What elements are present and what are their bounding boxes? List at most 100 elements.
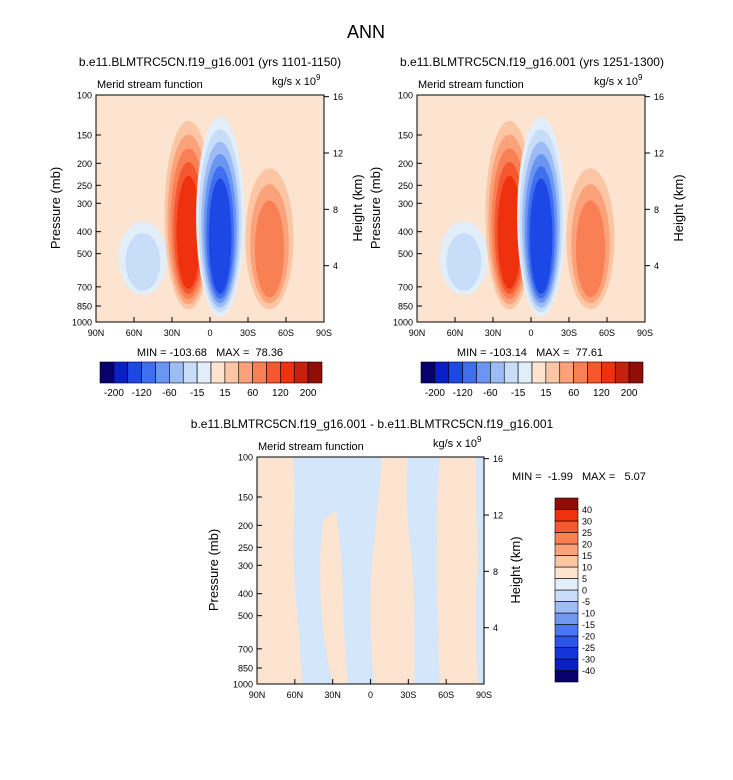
colorbar-swatch xyxy=(196,361,212,384)
panel-2-contour-field xyxy=(439,117,615,317)
colorbar-label: 40 xyxy=(582,505,592,515)
colorbar-label: -60 xyxy=(162,388,177,399)
diff-positive-island-right xyxy=(456,640,471,684)
height-tick-label: 8 xyxy=(654,205,659,215)
x-tick-label: 0 xyxy=(368,690,373,700)
x-tick-label: 0 xyxy=(528,328,533,338)
x-tick-label: 60N xyxy=(287,690,304,700)
y-tick-label: 100 xyxy=(238,453,253,463)
colorbar-swatch xyxy=(554,555,579,568)
colorbar-label: 10 xyxy=(582,563,592,573)
height-tick-label: 8 xyxy=(493,567,498,577)
height-tick-label: 4 xyxy=(333,261,338,271)
colorbar-swatch xyxy=(554,566,579,579)
colorbar-swatch xyxy=(141,361,156,384)
panel-3-contour-field xyxy=(293,457,484,684)
colorbar-swatch xyxy=(99,361,115,384)
colorbar-swatch xyxy=(554,601,579,614)
panel-1-ylabel: Pressure (mb) xyxy=(48,167,63,249)
x-tick-label: 30N xyxy=(164,328,181,338)
y-tick-label: 250 xyxy=(398,181,413,191)
colorbar-label: 5 xyxy=(582,574,587,584)
panel-3-variable-label: Merid stream function xyxy=(258,441,364,453)
x-tick-label: 30N xyxy=(485,328,502,338)
colorbar-label: 60 xyxy=(568,388,580,399)
y-tick-label: 850 xyxy=(77,301,92,311)
colorbar-label: -60 xyxy=(483,388,498,399)
colorbar-swatch xyxy=(252,361,267,384)
colorbar-swatch xyxy=(155,361,170,384)
height-tick-label: 12 xyxy=(333,148,343,158)
colorbar-label: 20 xyxy=(582,540,592,550)
colorbar-swatch xyxy=(169,361,184,384)
panel-1-units: kg/s x 109 xyxy=(272,73,321,88)
y-tick-label: 300 xyxy=(238,561,253,571)
contour-region-negative-3-level-2 xyxy=(446,233,482,291)
panel-3-units: kg/s x 109 xyxy=(433,435,482,450)
colorbar-label: 60 xyxy=(247,388,259,399)
colorbar-label: -15 xyxy=(190,388,205,399)
colorbar-swatch xyxy=(420,361,436,384)
colorbar-swatch xyxy=(210,361,226,384)
colorbar-swatch xyxy=(554,520,579,533)
panel-2-axes: 100 150 200 250 300 400 500 700 850 1000 16 12 8 4 90N… xyxy=(393,91,664,339)
panel-1: b.e11.BLMTRC5CN.f19_g16.001 (yrs 1101-11… xyxy=(48,55,365,399)
height-tick-label: 12 xyxy=(654,148,664,158)
height-tick-label: 16 xyxy=(654,92,664,102)
height-tick-label: 12 xyxy=(493,510,503,520)
colorbar-swatch xyxy=(554,658,579,671)
panel-1-colorbar: -200 -120 -60 -15 15 60 120 200 xyxy=(99,361,323,399)
y-tick-label: 400 xyxy=(398,227,413,237)
x-tick-label: 60S xyxy=(438,690,454,700)
contour-region-positive-2-level-3 xyxy=(254,200,285,298)
colorbar-label: -30 xyxy=(582,655,595,665)
y-tick-label: 150 xyxy=(77,130,92,140)
y-tick-label: 200 xyxy=(77,159,92,169)
colorbar-swatch xyxy=(554,543,579,556)
panel-1-variable-label: Merid stream function xyxy=(97,79,203,91)
colorbar-label: -200 xyxy=(104,388,124,399)
colorbar-swatch xyxy=(531,361,547,384)
height-tick-label: 16 xyxy=(333,92,343,102)
panel-1-stats: MIN = -103.68 MAX = 78.36 xyxy=(137,347,283,359)
x-tick-label: 90N xyxy=(88,328,105,338)
colorbar-label: -10 xyxy=(582,609,595,619)
colorbar-swatch xyxy=(434,361,450,384)
panel-3-axes: 100 150 200 250 300 400 500 700 850 1000 16 12 8 4 90N… xyxy=(233,453,503,701)
x-tick-label: 30N xyxy=(324,690,341,700)
colorbar-swatch xyxy=(293,361,309,384)
colorbar-swatch xyxy=(224,361,240,384)
colorbar-swatch xyxy=(462,361,477,384)
colorbar-swatch xyxy=(601,361,616,384)
colorbar-label: 15 xyxy=(540,388,552,399)
y-tick-label: 100 xyxy=(398,91,413,101)
colorbar-label: -40 xyxy=(582,666,595,676)
colorbar-swatch xyxy=(554,635,579,648)
x-tick-label: 90N xyxy=(249,690,266,700)
diff-positive-island-left xyxy=(320,510,348,684)
y-tick-label: 700 xyxy=(238,644,253,654)
y-tick-label: 850 xyxy=(398,301,413,311)
colorbar-swatch xyxy=(587,361,602,384)
colorbar-swatch xyxy=(182,361,198,384)
y-tick-label: 100 xyxy=(77,91,92,101)
panel-2-ylabel-right: Height (km) xyxy=(671,174,686,241)
panel-3-title: b.e11.BLMTRC5CN.f19_g16.001 - b.e11.BLMT… xyxy=(191,417,554,431)
x-tick-label: 60N xyxy=(447,328,464,338)
colorbar-swatch xyxy=(127,361,142,384)
colorbar-swatch xyxy=(266,361,281,384)
contour-region-positive-0-level-5 xyxy=(497,175,522,289)
y-tick-label: 200 xyxy=(238,521,253,531)
panel-2-variable-label: Merid stream function xyxy=(418,79,524,91)
colorbar-swatch xyxy=(554,589,579,602)
y-tick-label: 200 xyxy=(398,159,413,169)
y-tick-label: 250 xyxy=(77,181,92,191)
x-tick-label: 30S xyxy=(240,328,256,338)
contour-region-positive-0-level-5 xyxy=(176,175,201,289)
colorbar-label: -120 xyxy=(132,388,152,399)
x-tick-label: 60S xyxy=(278,328,294,338)
colorbar-swatch xyxy=(238,361,253,384)
colorbar-swatch xyxy=(554,509,579,522)
contour-region-negative-1-level-6 xyxy=(529,178,553,294)
panel-3-stats: MIN = -1.99 MAX = 5.07 xyxy=(512,471,646,483)
